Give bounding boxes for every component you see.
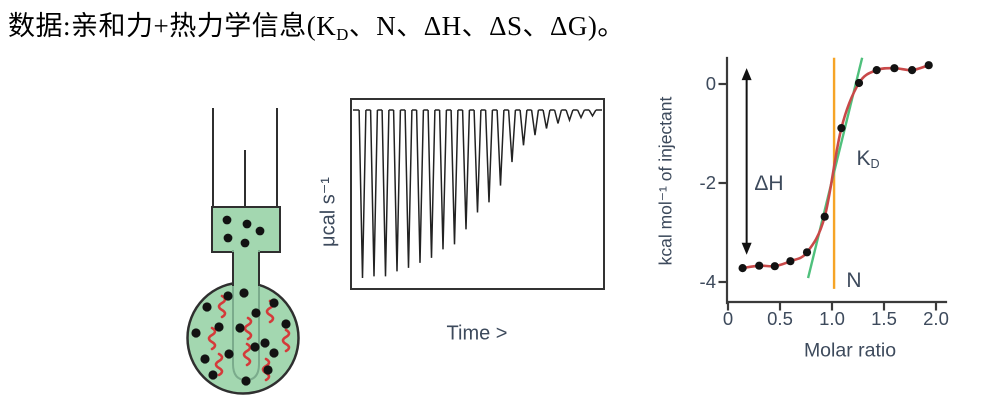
ligand-dot bbox=[242, 219, 252, 229]
y-tick-label: 0 bbox=[705, 73, 716, 94]
data-point bbox=[890, 64, 899, 73]
ligand-dot bbox=[239, 288, 249, 298]
protein-squiggle bbox=[281, 328, 291, 353]
thermogram-ylabel: μcal s⁻¹ bbox=[317, 177, 340, 247]
injection-spike bbox=[542, 109, 551, 129]
protein-squiggle bbox=[242, 342, 252, 367]
injection-spike bbox=[415, 109, 425, 263]
ligand-dot bbox=[202, 302, 212, 312]
ligand-dot bbox=[222, 215, 232, 225]
injection-spike bbox=[588, 109, 597, 118]
enthalpy-arrow-head-up bbox=[741, 68, 752, 81]
data-point bbox=[854, 78, 864, 88]
n-annotation: N bbox=[846, 269, 862, 292]
ligand-dot bbox=[263, 365, 273, 375]
protein-squiggle bbox=[243, 316, 253, 341]
injection-spike bbox=[553, 109, 563, 124]
data-point bbox=[872, 66, 881, 75]
protein-squiggle bbox=[217, 294, 227, 319]
injection-spike bbox=[473, 109, 482, 213]
injection-spike bbox=[530, 109, 540, 136]
ligand-dot bbox=[241, 376, 251, 386]
ligand-dot bbox=[235, 323, 245, 333]
x-tick-label: 0.5 bbox=[767, 308, 793, 329]
data-point bbox=[738, 264, 747, 273]
protein-squiggle bbox=[261, 357, 271, 382]
ligand-dot bbox=[255, 226, 265, 236]
protein-squiggle bbox=[207, 326, 217, 351]
data-point bbox=[770, 262, 779, 271]
injection-spike bbox=[369, 109, 379, 277]
protein-squiggle bbox=[214, 352, 224, 377]
thermogram-xlabel: Time > bbox=[446, 322, 508, 345]
injection-spike bbox=[450, 109, 459, 245]
data-point bbox=[820, 212, 829, 221]
isotherm-xlabel: Molar ratio bbox=[803, 339, 897, 362]
injection-spike bbox=[392, 109, 402, 272]
axes bbox=[725, 56, 948, 305]
injection-spike bbox=[461, 109, 471, 230]
ligand-dot bbox=[240, 238, 250, 248]
injection-spike bbox=[438, 109, 448, 250]
itc-cell-schematic bbox=[186, 108, 300, 395]
injection-spike bbox=[404, 109, 413, 268]
ligand-dot bbox=[260, 338, 270, 348]
ligand-dot bbox=[223, 233, 233, 243]
enthalpy-arrow-head-down bbox=[741, 242, 752, 255]
data-point bbox=[802, 248, 812, 257]
y-tick-label: -2 bbox=[699, 172, 716, 193]
data-point bbox=[924, 61, 933, 70]
injection-spike bbox=[496, 109, 505, 186]
x-tick-label: 1.5 bbox=[871, 308, 897, 329]
kd-annotation: KD bbox=[856, 147, 879, 171]
injection-spike bbox=[576, 109, 586, 120]
injection-spike bbox=[484, 109, 494, 203]
ligand-dot bbox=[191, 328, 201, 338]
injection-spike bbox=[358, 109, 367, 279]
title-prefix: 数据:亲和力+热力学信息(K bbox=[8, 11, 337, 41]
ligand-dot bbox=[214, 322, 224, 332]
ligand-dot bbox=[281, 319, 291, 329]
title-kd-subscript: D bbox=[336, 25, 349, 45]
binding-isotherm-plot bbox=[718, 56, 948, 311]
data-point bbox=[755, 261, 764, 270]
ligand-dot bbox=[200, 354, 210, 364]
ligand-dot bbox=[208, 370, 218, 380]
delta-h-annotation: ΔH bbox=[754, 172, 784, 195]
x-tick-label: 1.0 bbox=[819, 308, 845, 329]
page-title: 数据:亲和力+热力学信息(KD、N、ΔH、ΔS、ΔG)。 bbox=[8, 4, 625, 45]
kd-annotation-main: K bbox=[856, 146, 871, 170]
data-point bbox=[908, 66, 917, 75]
data-point bbox=[837, 124, 846, 133]
ligand-dot bbox=[250, 342, 260, 352]
injection-spike bbox=[507, 109, 517, 163]
x-tick-label: 2.0 bbox=[923, 308, 949, 329]
x-tick-label: 0 bbox=[722, 308, 734, 329]
thermogram-plot bbox=[350, 98, 605, 290]
ligand-dot bbox=[224, 349, 234, 359]
ligand-dot bbox=[251, 308, 261, 318]
title-suffix: 、N、ΔH、ΔS、ΔG)。 bbox=[348, 11, 625, 41]
ligand-dot bbox=[223, 291, 233, 301]
injection-spike bbox=[519, 109, 528, 146]
kd-annotation-sub: D bbox=[870, 157, 880, 172]
ligand-dot bbox=[269, 298, 279, 308]
injection-spike bbox=[565, 109, 574, 123]
y-tick-label: -4 bbox=[699, 271, 716, 292]
injection-spike bbox=[427, 109, 436, 258]
injection-spike bbox=[381, 109, 390, 277]
data-point bbox=[786, 257, 795, 266]
ligand-dot bbox=[269, 348, 279, 358]
